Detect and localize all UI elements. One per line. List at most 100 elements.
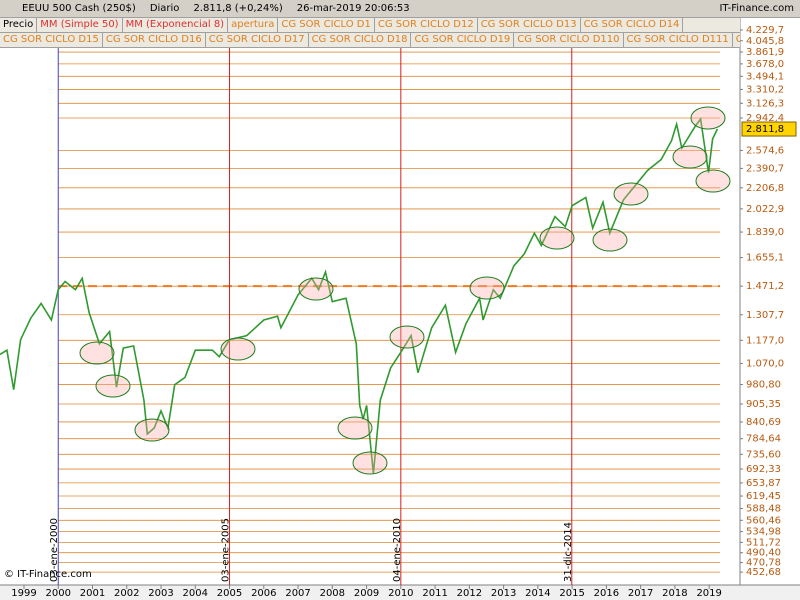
indicator-tab[interactable]: MM (Exponencial 8) <box>123 18 229 32</box>
indicator-tab[interactable]: CG SOR CICLO D19 <box>411 33 515 47</box>
date-label: 03-ene-2005 <box>221 518 232 582</box>
cycle-ellipse <box>695 169 731 193</box>
x-tick-label: 2018 <box>662 588 687 599</box>
x-tick-label: 2015 <box>559 588 584 599</box>
indicator-tabs: Precio MM (Simple 50) MM (Exponencial 8) a… <box>0 18 740 33</box>
indicator-tab[interactable]: CG SOR CICLO D110 <box>514 33 624 47</box>
y-tick-label: 1.839,0 <box>746 227 784 238</box>
y-tick-label: 653,87 <box>746 478 781 489</box>
timestamp: 26-mar-2019 20:06:53 <box>296 3 410 14</box>
indicator-tab[interactable]: CG SOR CICLO D16 <box>103 33 206 47</box>
x-tick-label: 2002 <box>114 588 139 599</box>
x-tick-label: 2003 <box>148 588 173 599</box>
header: EEUU 500 Cash (250$) Diario 2.811,8 (+0,… <box>0 0 800 48</box>
y-tick-label: 692,33 <box>746 464 781 475</box>
x-tick-label: 2014 <box>525 588 550 599</box>
y-tick-label: 2.206,8 <box>746 183 784 194</box>
indicator-tab[interactable]: CG SOR CICLO D1 <box>278 18 375 32</box>
x-tick-label: 2017 <box>628 588 653 599</box>
title-bar: EEUU 500 Cash (250$) Diario 2.811,8 (+0,… <box>0 0 800 18</box>
x-tick-label: 2019 <box>696 588 721 599</box>
x-tick-label: 2013 <box>491 588 516 599</box>
copyright: © IT-Finance.com <box>4 569 92 580</box>
cycle-ellipse <box>672 145 708 169</box>
y-tick-label: 2.390,7 <box>746 163 784 174</box>
y-tick-label: 452,68 <box>746 567 781 578</box>
y-tick-label: 511,72 <box>746 537 781 548</box>
y-tick-label: 3.494,1 <box>746 71 784 82</box>
indicator-tab[interactable]: CG SOR CICLO D111 <box>624 33 733 47</box>
y-tick-label: 470,78 <box>746 558 781 569</box>
indicator-tab[interactable]: CG S <box>733 33 740 47</box>
y-tick-label: 619,45 <box>746 491 781 502</box>
x-tick-label: 2011 <box>422 588 447 599</box>
cycle-ellipse <box>79 341 115 365</box>
x-tick-label: 1999 <box>11 588 36 599</box>
indicator-tab[interactable]: CG SOR CICLO D13 <box>478 18 581 32</box>
x-tick-label: 2008 <box>320 588 345 599</box>
y-tick-label: 1.307,7 <box>746 310 784 321</box>
x-tick-label: 2005 <box>217 588 242 599</box>
y-tick-label: 840,69 <box>746 417 781 428</box>
annotations <box>79 106 731 475</box>
y-tick-label: 4.229,7 <box>746 25 784 36</box>
period: Diario <box>149 3 180 14</box>
quote: 2.811,8 (+0,24%) <box>193 3 283 14</box>
indicator-tab[interactable]: CG SOR CICLO D15 <box>0 33 103 47</box>
x-tick-label: 2006 <box>251 588 276 599</box>
x-tick-label: 2000 <box>46 588 71 599</box>
instrument: EEUU 500 Cash (250$) <box>22 3 136 14</box>
y-tick-label: 980,80 <box>746 380 781 391</box>
cycle-ellipse <box>134 418 170 442</box>
price-line <box>0 116 719 474</box>
cycle-ellipse <box>690 106 726 130</box>
x-tick-label: 2004 <box>183 588 208 599</box>
cycle-ellipse <box>389 325 425 349</box>
y-tick-label: 588,48 <box>746 503 781 514</box>
indicator-tab[interactable]: CG SOR CICLO D12 <box>375 18 478 32</box>
indicator-tab[interactable]: apertura <box>228 18 279 32</box>
x-axis-strip <box>0 585 800 600</box>
y-tick-label: 905,35 <box>746 399 781 410</box>
y-tick-label: 1.655,1 <box>746 253 784 264</box>
y-tick-label: 1.177,0 <box>746 335 784 346</box>
y-tick-label: 3.861,9 <box>746 47 784 58</box>
last-price-box <box>741 121 797 137</box>
cycle-ellipse <box>95 374 131 398</box>
x-tick-label: 2001 <box>80 588 105 599</box>
x-tick-label: 2010 <box>388 588 413 599</box>
last-price-label: 2.811,8 <box>746 124 784 135</box>
cycle-ellipse <box>539 226 575 250</box>
y-tick-label: 2.574,6 <box>746 145 784 156</box>
y-tick-label: 490,40 <box>746 548 781 559</box>
cycle-ellipse <box>220 337 256 361</box>
y-tick-label: 560,46 <box>746 515 781 526</box>
date-label: 31-dic-2014 <box>563 522 574 582</box>
y-tick-label: 3.126,3 <box>746 98 784 109</box>
indicator-tabs: CG SOR CICLO D15 CG SOR CICLO D16 CG SOR C… <box>0 33 740 48</box>
cycle-ellipse <box>613 182 649 206</box>
date-label: 04-ene-2010 <box>392 518 403 582</box>
cycle-ellipse <box>592 228 628 252</box>
indicator-tab[interactable]: CG SOR CICLO D18 <box>309 33 412 47</box>
x-tick-label: 2016 <box>594 588 619 599</box>
indicator-tab[interactable]: CG SOR CICLO D17 <box>206 33 309 47</box>
y-tick-label: 3.678,0 <box>746 59 784 70</box>
cycle-ellipse <box>298 277 334 301</box>
x-tick-label: 2009 <box>354 588 379 599</box>
y-tick-label: 1.471,2 <box>746 281 784 292</box>
cycle-ellipse <box>469 276 505 300</box>
legend-entry[interactable]: Precio <box>0 18 38 32</box>
y-tick-label: 784,64 <box>746 434 781 445</box>
y-tick-label: 3.310,2 <box>746 84 784 95</box>
indicator-tab[interactable]: CG SOR CICLO D14 <box>581 18 684 32</box>
y-tick-label: 2.022,9 <box>746 204 784 215</box>
x-tick-label: 2012 <box>457 588 482 599</box>
cycle-ellipse <box>352 451 388 475</box>
cycle-ellipse <box>337 416 373 440</box>
x-tick-label: 2007 <box>285 588 310 599</box>
indicator-tab[interactable]: MM (Simple 50) <box>37 18 123 32</box>
